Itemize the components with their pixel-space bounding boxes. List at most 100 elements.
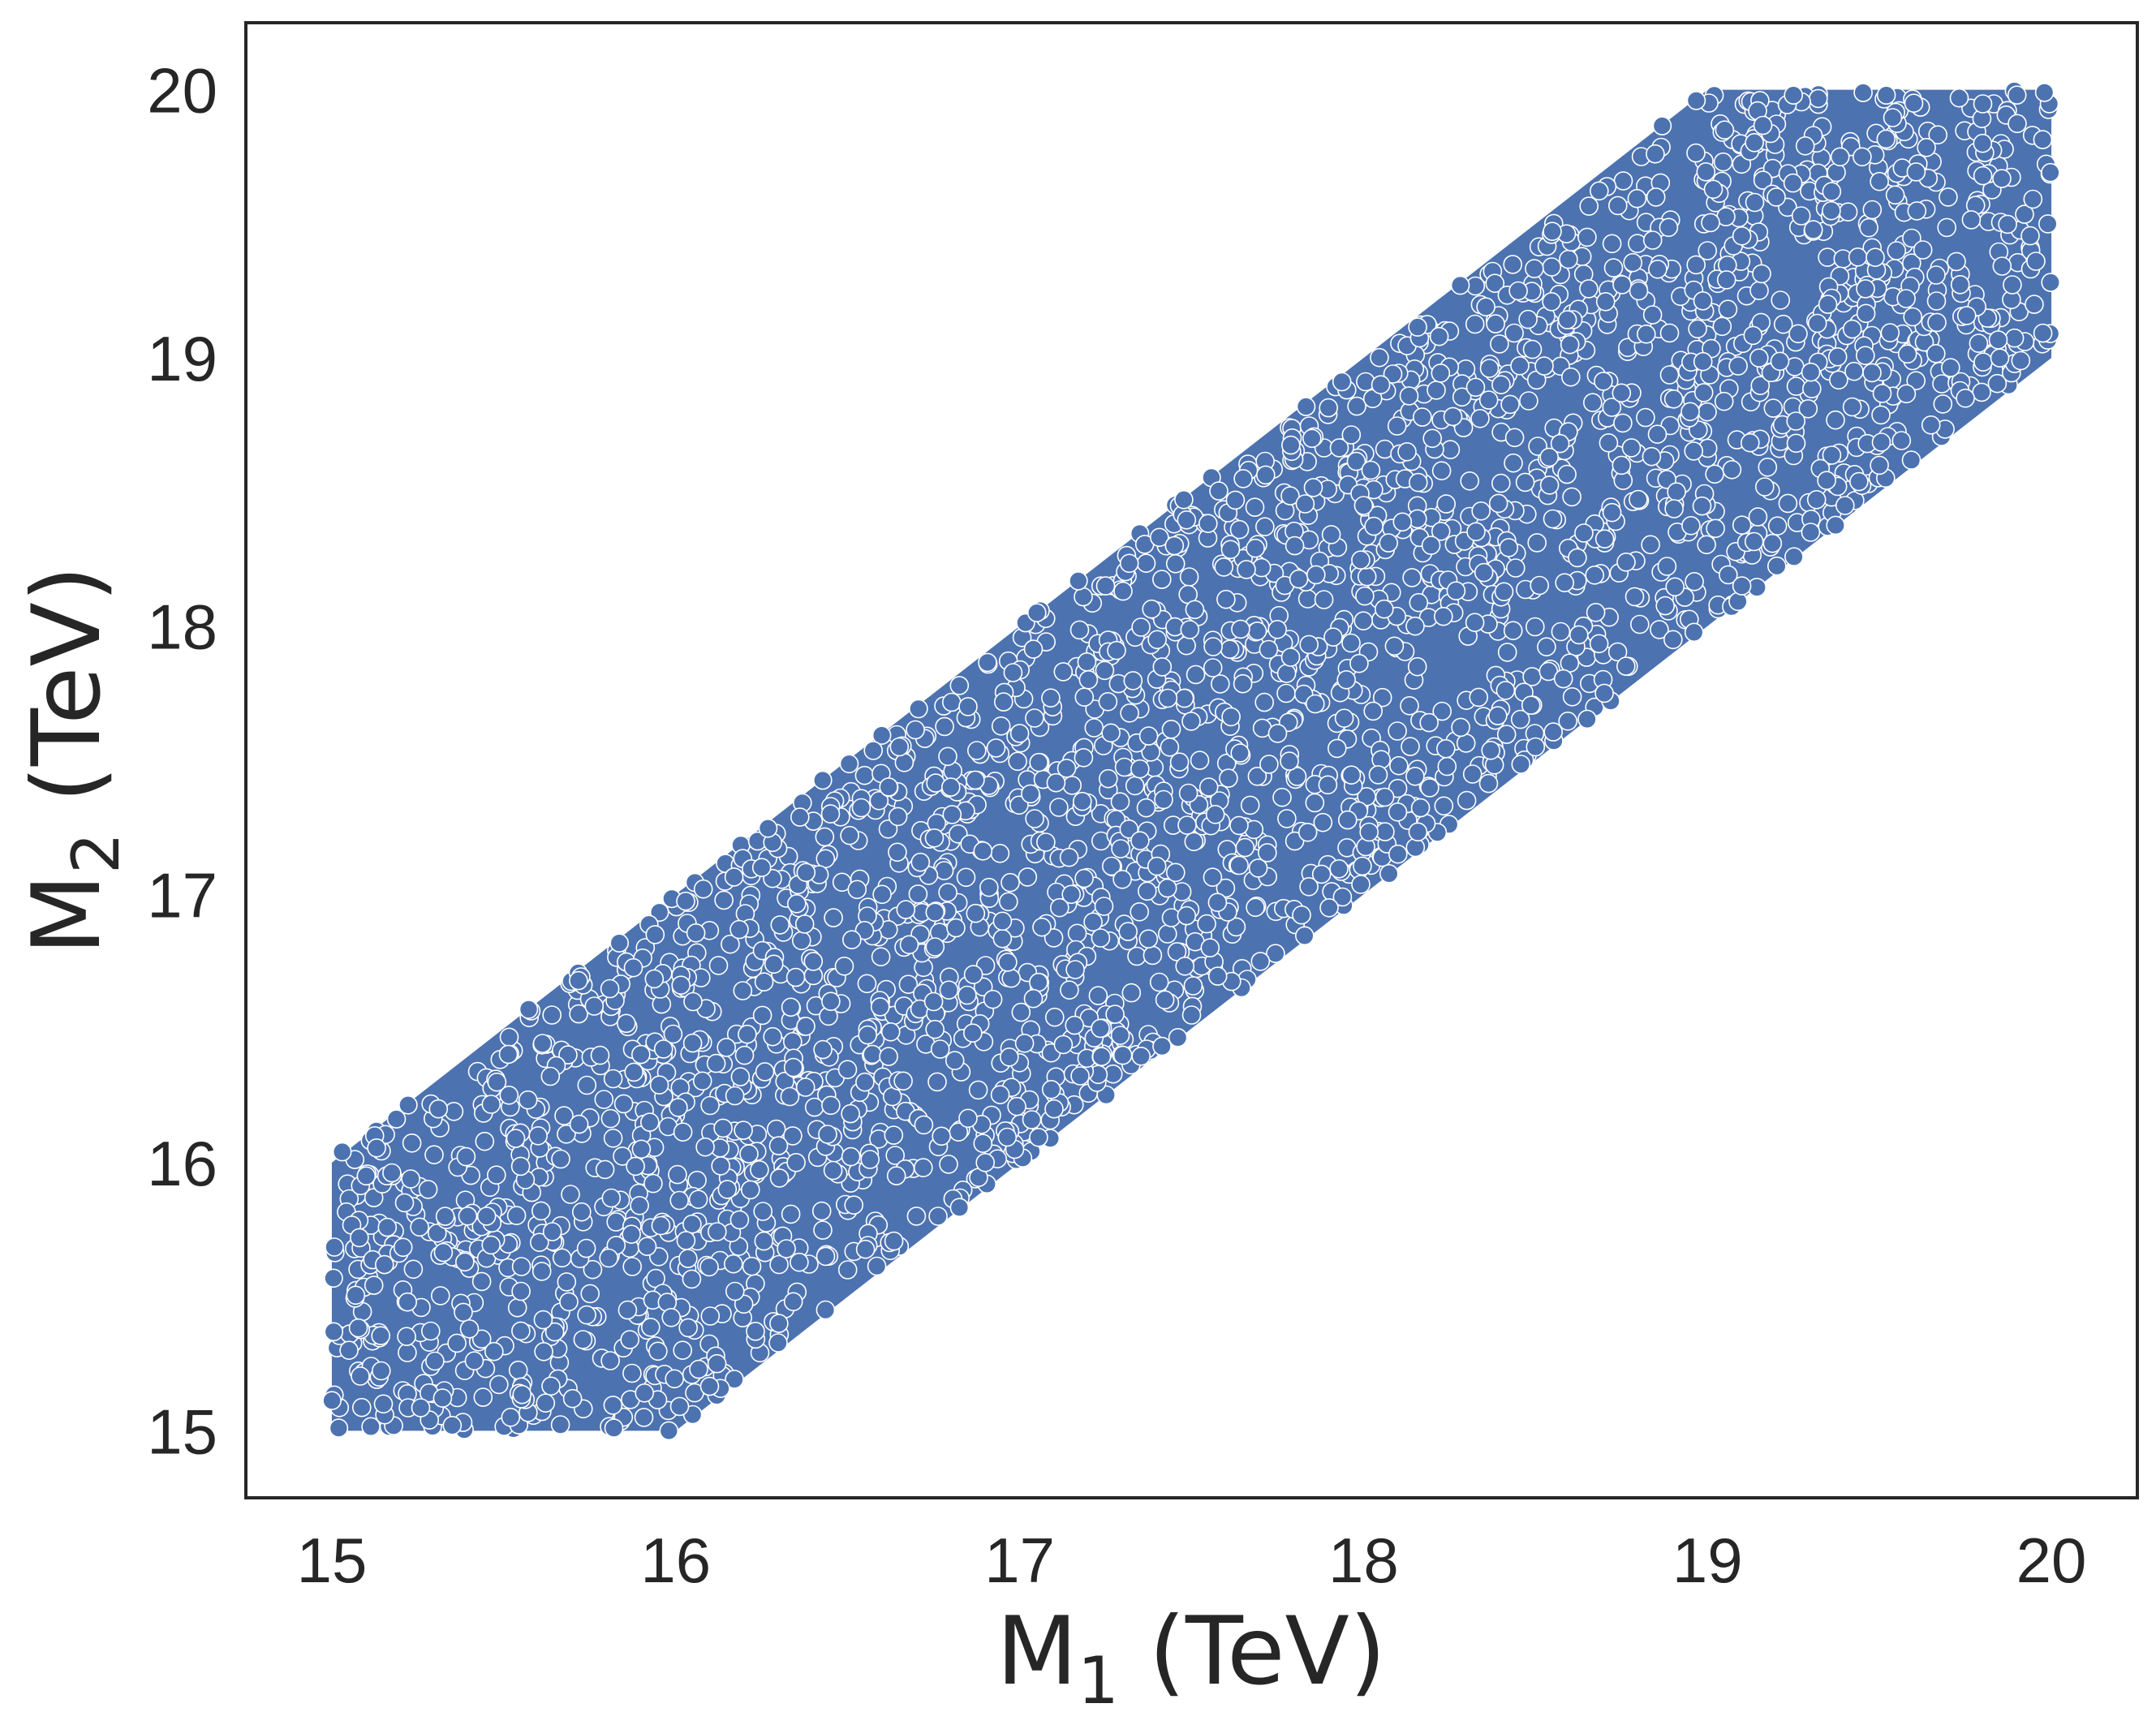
scatter-point xyxy=(847,880,867,900)
scatter-point xyxy=(676,891,695,911)
scatter-point xyxy=(1803,220,1823,239)
scatter-point xyxy=(1184,832,1204,852)
scatter-point xyxy=(815,1300,836,1320)
scatter-point xyxy=(473,1387,493,1407)
scatter-point xyxy=(1786,376,1806,396)
scatter-point xyxy=(1174,688,1194,708)
scatter-point xyxy=(1152,570,1172,589)
scatter-point xyxy=(1120,703,1139,723)
scatter-point xyxy=(1203,637,1223,656)
scatter-point xyxy=(785,967,806,987)
scatter-point xyxy=(1641,535,1660,555)
scatter-point xyxy=(508,1360,528,1380)
y-tick-label: 16 xyxy=(147,1128,217,1199)
scatter-point xyxy=(867,1256,887,1276)
scatter-point xyxy=(1328,738,1347,759)
scatter-point xyxy=(606,1212,626,1232)
scatter-point xyxy=(1663,630,1683,650)
scatter-point xyxy=(573,1330,593,1349)
scatter-point xyxy=(949,676,970,695)
scatter-point xyxy=(994,692,1013,712)
scatter-point xyxy=(540,1066,561,1086)
scatter-point xyxy=(1745,192,1765,213)
scatter-point xyxy=(348,1318,368,1338)
scatter-point xyxy=(1095,660,1115,681)
scatter-point xyxy=(1399,386,1419,406)
scatter-point xyxy=(1014,1034,1035,1053)
scatter-point xyxy=(1351,875,1371,894)
scatter-point xyxy=(1230,743,1250,763)
scatter-point xyxy=(1149,972,1169,992)
scatter-point xyxy=(1496,725,1517,744)
scatter-point xyxy=(1802,379,1822,398)
scatter-point xyxy=(1703,179,1724,200)
scatter-point xyxy=(1432,701,1452,721)
scatter-point xyxy=(739,1144,759,1164)
scatter-point xyxy=(1059,847,1079,867)
scatter-point xyxy=(841,1103,860,1124)
scatter-point xyxy=(424,1145,444,1164)
scatter-point xyxy=(464,1351,484,1370)
scatter-point xyxy=(1319,398,1338,418)
scatter-point xyxy=(1379,533,1398,553)
x-tick-label: 15 xyxy=(297,1525,368,1596)
scatter-point xyxy=(1409,472,1428,493)
scatter-point xyxy=(1029,752,1048,772)
scatter-point xyxy=(1642,305,1663,325)
scatter-point xyxy=(780,1086,800,1107)
scatter-point xyxy=(1429,326,1449,346)
scatter-point xyxy=(1927,312,1947,333)
scatter-point xyxy=(356,1166,377,1186)
scatter-point xyxy=(1762,533,1783,553)
scatter-point xyxy=(781,1204,801,1224)
scatter-point xyxy=(1258,843,1277,862)
scatter-point xyxy=(956,867,976,888)
x-tick-label: 16 xyxy=(640,1525,711,1596)
scatter-point xyxy=(958,1108,978,1129)
scatter-point xyxy=(552,1248,572,1268)
scatter-point xyxy=(783,1057,803,1078)
scatter-point xyxy=(1397,441,1417,462)
scatter-point xyxy=(738,1024,757,1044)
scatter-point xyxy=(2008,114,2027,134)
scatter-point xyxy=(1198,777,1219,797)
scatter-point xyxy=(367,1138,386,1158)
scatter-point xyxy=(1266,944,1285,963)
scatter-point xyxy=(1595,291,1616,312)
scatter-point xyxy=(481,1235,501,1255)
scatter-point xyxy=(1123,671,1143,690)
scatter-point xyxy=(1543,722,1563,742)
scatter-point xyxy=(1091,1047,1112,1066)
scatter-point xyxy=(932,1126,951,1146)
scatter-point xyxy=(1891,431,1912,450)
scatter-point xyxy=(1229,855,1249,875)
scatter-point xyxy=(764,954,784,974)
scatter-point xyxy=(639,1112,660,1132)
scatter-point xyxy=(1553,669,1573,689)
scatter-point xyxy=(1642,446,1662,467)
scatter-point xyxy=(499,1086,519,1105)
y-tick-label: 17 xyxy=(147,859,217,931)
scatter-point xyxy=(1220,639,1240,660)
scatter-point xyxy=(351,1366,370,1386)
scatter-point xyxy=(925,902,945,923)
scatter-point xyxy=(1446,581,1466,601)
scatter-point xyxy=(1001,968,1021,988)
scatter-point xyxy=(1680,402,1700,422)
scatter-point xyxy=(1835,496,1855,515)
scatter-point xyxy=(1488,493,1508,514)
scatter-point xyxy=(740,1180,760,1200)
scatter-point xyxy=(1481,740,1500,760)
scatter-point xyxy=(1928,125,1947,144)
scatter-point xyxy=(1511,755,1531,774)
scatter-point xyxy=(908,884,928,904)
scatter-point xyxy=(600,1108,621,1129)
scatter-point xyxy=(2026,252,2046,271)
scatter-point xyxy=(1121,983,1142,1003)
scatter-point xyxy=(1807,313,1827,333)
scatter-point xyxy=(669,1098,688,1117)
scatter-point xyxy=(758,818,778,838)
x-axis-label-main: M xyxy=(996,1597,1078,1706)
scatter-point xyxy=(1277,809,1297,828)
scatter-point xyxy=(653,1039,673,1059)
